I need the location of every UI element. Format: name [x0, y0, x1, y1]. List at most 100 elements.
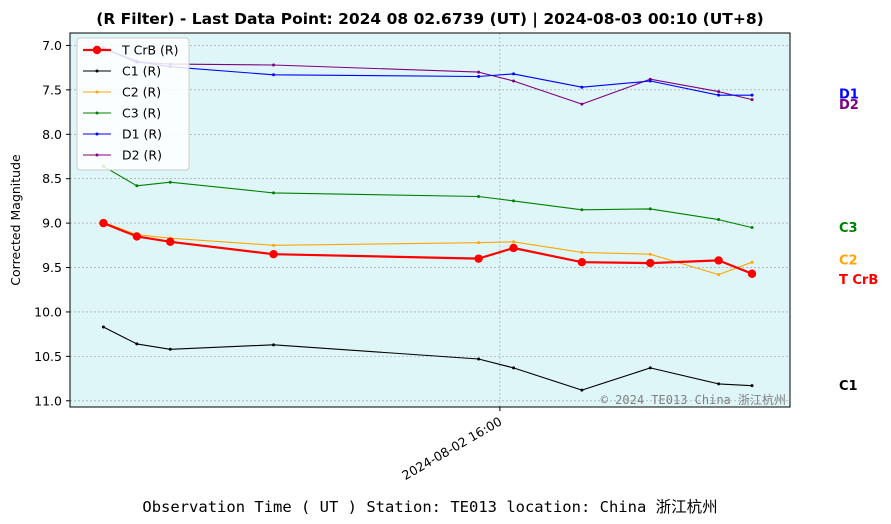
series-c1 [101, 325, 754, 392]
legend-item: C3 (R) [83, 106, 161, 121]
y-axis-label: Corrected Magnitude [8, 154, 23, 286]
data-point [717, 90, 721, 94]
data-point [717, 93, 721, 97]
end-label: T CrB [839, 273, 878, 288]
legend-swatch-marker [92, 45, 102, 55]
end-label: C2 [839, 254, 858, 269]
x-axis-label: Observation Time ( UT ) Station: TE013 l… [142, 498, 717, 516]
data-point [580, 250, 584, 254]
data-point [512, 240, 516, 244]
y-tick-label: 11.0 [34, 393, 62, 408]
series-line [103, 221, 753, 276]
y-tick-label: 10.0 [34, 304, 62, 319]
legend-label: D1 (R) [122, 127, 162, 142]
y-tick-label: 9.5 [42, 260, 62, 275]
y-tick-label: 9.0 [42, 216, 62, 231]
data-point [512, 366, 516, 370]
legend-item: D2 (R) [83, 148, 162, 163]
data-point [272, 73, 276, 77]
gridlines [70, 33, 790, 407]
series-layer [99, 46, 757, 392]
data-point [135, 184, 139, 188]
series-t-crb [99, 218, 757, 278]
series-line [103, 165, 753, 229]
watermark: © 2024 TE013 China 浙江杭州 [601, 392, 786, 407]
legend-item: C2 (R) [83, 85, 161, 100]
legend-swatch-marker [95, 69, 99, 73]
data-point [646, 258, 655, 268]
data-point [168, 180, 172, 184]
series-line [103, 326, 753, 391]
data-point [648, 366, 652, 370]
data-point [577, 257, 587, 267]
data-point [272, 243, 276, 247]
data-point [512, 72, 516, 76]
legend-label: T CrB (R) [121, 43, 178, 58]
data-point [474, 254, 483, 263]
legend-label: C3 (R) [122, 106, 161, 121]
data-point [580, 102, 584, 106]
data-point [477, 241, 481, 245]
data-point [717, 218, 721, 222]
data-point [648, 207, 652, 211]
data-point [750, 226, 754, 230]
y-tick-label: 8.5 [42, 171, 62, 186]
legend-label: D2 (R) [122, 148, 162, 163]
data-point [580, 85, 584, 89]
x-tick-label: 2024-08-02 16:00 [399, 414, 504, 483]
series-line [102, 222, 753, 275]
legend-swatch-marker [95, 132, 99, 136]
data-point [750, 93, 754, 97]
data-point [717, 273, 721, 277]
plot-area [70, 33, 790, 407]
data-point [272, 343, 276, 347]
data-point [512, 199, 516, 203]
legend-swatch-marker [95, 90, 99, 94]
data-point [168, 347, 172, 351]
data-point [477, 75, 481, 79]
legend-item: C1 (R) [83, 64, 161, 79]
x-axis: 2024-08-02 16:00 [399, 407, 504, 483]
data-point [166, 237, 175, 246]
end-label: D1 [839, 88, 859, 103]
data-point [750, 98, 754, 102]
data-point [580, 208, 584, 212]
data-point [648, 79, 652, 83]
legend-item: D1 (R) [83, 127, 162, 142]
chart-title: (R Filter) - Last Data Point: 2024 08 02… [96, 10, 763, 29]
y-tick-label: 7.0 [42, 38, 62, 53]
data-point [580, 388, 584, 392]
data-point [101, 325, 105, 329]
data-point [509, 243, 518, 253]
data-point [99, 218, 108, 228]
data-point [648, 252, 652, 256]
legend-swatch-marker [95, 111, 99, 115]
data-point [477, 70, 481, 74]
data-point [477, 194, 481, 198]
data-point [512, 79, 516, 83]
data-point [269, 250, 278, 259]
y-tick-label: 8.0 [42, 127, 62, 142]
data-point [750, 384, 754, 388]
end-label: C3 [839, 221, 858, 236]
data-point [750, 260, 754, 264]
data-point [717, 382, 721, 386]
y-tick-label: 7.5 [42, 82, 62, 97]
data-point [477, 357, 481, 361]
end-label: D2 [839, 98, 859, 113]
data-point [132, 232, 142, 241]
legend-label: C1 (R) [122, 64, 161, 79]
legend-swatch-marker [95, 153, 99, 157]
data-point [135, 342, 139, 346]
data-point [747, 269, 757, 278]
data-point [272, 63, 276, 67]
legend-item: T CrB (R) [83, 43, 178, 58]
end-label: C1 [839, 379, 858, 394]
y-tick-label: 10.5 [34, 349, 62, 364]
legend: T CrB (R) C1 (R) C2 (R) C3 (R) D1 (R) D2 (R) [76, 37, 190, 171]
legend-label: C2 (R) [122, 85, 161, 100]
plot-frame [69, 32, 791, 408]
data-point [714, 256, 723, 265]
